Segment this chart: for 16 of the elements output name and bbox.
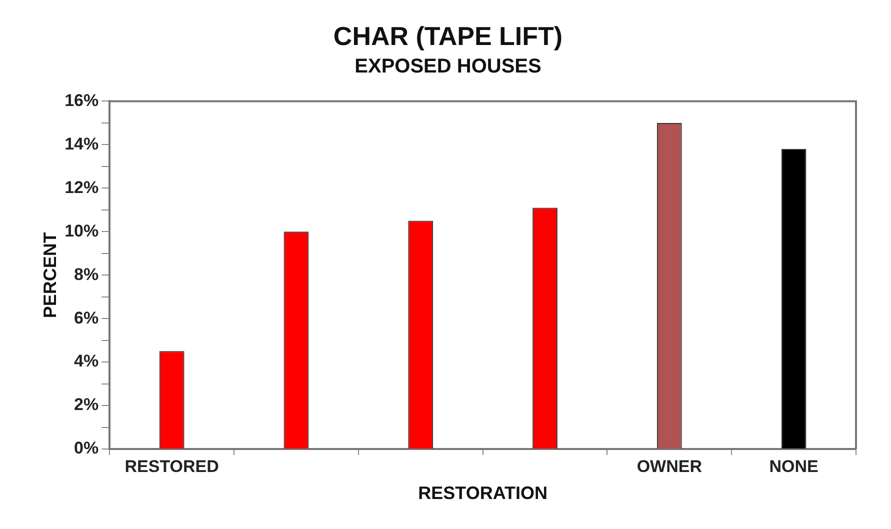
y-tick-label: 6% xyxy=(74,308,99,328)
x-tick-label: OWNER xyxy=(636,456,702,476)
y-tick-label: 4% xyxy=(74,352,99,371)
x-tick-label: RESTORED xyxy=(124,456,219,476)
y-tick-label: 12% xyxy=(64,178,99,197)
chart-subtitle: EXPOSED HOUSES xyxy=(354,56,542,78)
x-tick-label: NONE xyxy=(769,456,818,476)
chart-title: CHAR (TAPE LIFT) xyxy=(333,20,563,51)
y-tick-label: 14% xyxy=(64,134,99,154)
y-axis-title: PERCENT xyxy=(40,232,60,318)
y-tick-label: 2% xyxy=(74,395,99,414)
y-tick-label: 0% xyxy=(74,438,99,458)
y-tick-label: 16% xyxy=(64,90,99,110)
y-tick-label: 8% xyxy=(74,264,99,284)
y-tick-label: 10% xyxy=(64,221,99,240)
x-axis-title: RESTORATION xyxy=(418,483,548,504)
